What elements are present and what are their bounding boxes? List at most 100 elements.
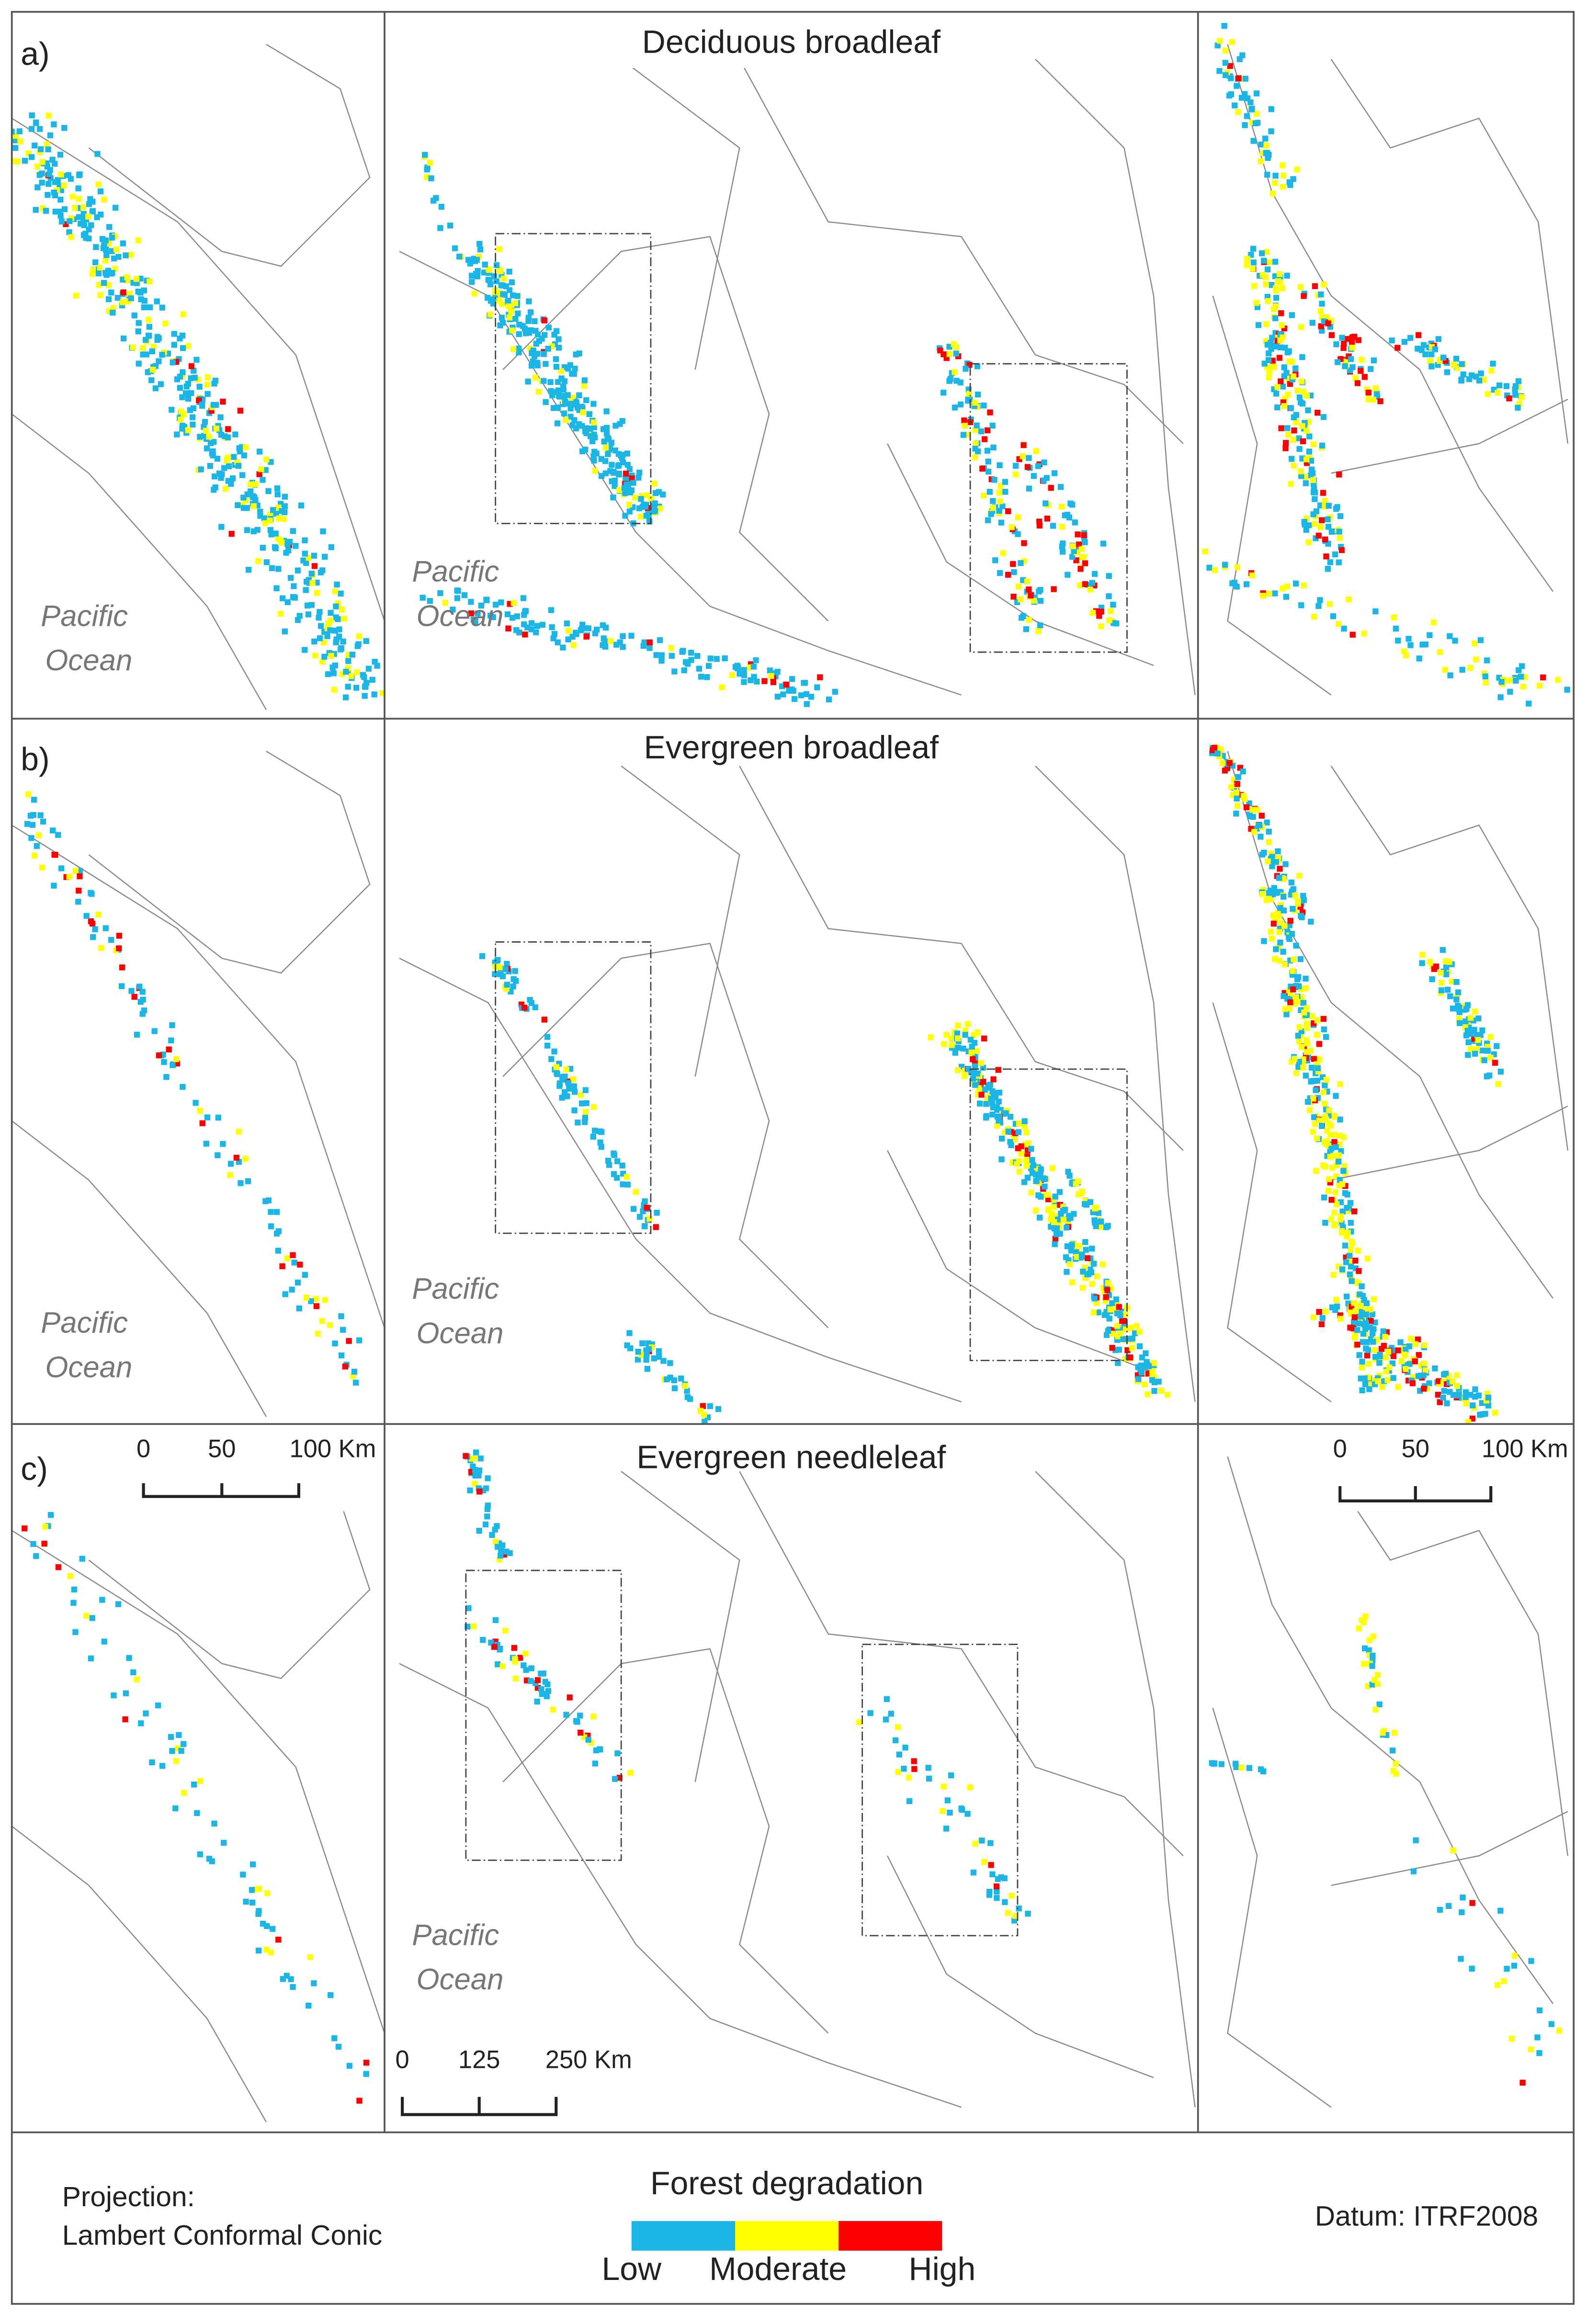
forest-pixel (169, 1022, 175, 1028)
border-line (739, 58, 1184, 444)
forest-pixel (504, 981, 510, 988)
forest-pixel (1473, 656, 1479, 663)
forest-pixel (1098, 1224, 1104, 1230)
forest-pixel (1291, 414, 1297, 420)
forest-pixel (962, 423, 968, 429)
forest-pixel (1428, 351, 1435, 358)
forest-pixel (482, 261, 488, 268)
forest-pixel (992, 557, 998, 564)
forest-pixel (128, 988, 135, 994)
forest-pixel (1258, 158, 1264, 164)
forest-pixel (1341, 1163, 1348, 1169)
forest-pixel (1284, 272, 1290, 279)
forest-pixel (1212, 567, 1218, 573)
forest-pixel (291, 583, 297, 589)
forest-pixel (1331, 1139, 1338, 1145)
forest-pixel (510, 976, 517, 982)
forest-pixel (489, 1532, 495, 1538)
forest-pixel (1289, 456, 1295, 462)
border-line (1035, 58, 1196, 695)
border-line (88, 750, 371, 974)
forest-pixel (622, 490, 628, 496)
forest-pixel (1269, 335, 1275, 341)
forest-pixel (349, 652, 356, 658)
forest-pixel (1065, 1169, 1071, 1175)
forest-pixel (521, 1662, 527, 1669)
forest-pixel (33, 120, 39, 126)
panel-label: c) (21, 1451, 48, 1487)
forest-pixel (495, 1544, 501, 1550)
forest-pixel (607, 468, 613, 474)
forest-pixel (1292, 1000, 1298, 1007)
forest-pixel (1325, 320, 1331, 327)
forest-pixel (1232, 1760, 1239, 1767)
forest-pixel (248, 481, 254, 488)
forest-pixel (928, 1034, 934, 1040)
forest-pixel (512, 1656, 518, 1662)
forest-pixel (338, 645, 345, 651)
forest-pixel (1276, 929, 1282, 935)
forest-pixel (307, 1954, 313, 1960)
forest-pixel (363, 2060, 370, 2066)
forest-pixel (1018, 560, 1024, 566)
forest-pixel (1023, 1129, 1030, 1136)
forest-pixel (1280, 585, 1286, 592)
forest-pixel (1320, 1089, 1327, 1095)
forest-pixel (551, 1049, 557, 1055)
forest-pixel (754, 678, 760, 685)
forest-pixel (1284, 583, 1291, 590)
forest-pixel (1459, 1909, 1465, 1916)
forest-pixel (1292, 892, 1298, 899)
forest-pixel (555, 639, 561, 645)
forest-pixel (994, 1888, 1000, 1895)
forest-pixel (189, 414, 196, 420)
forest-pixel (1372, 1347, 1378, 1354)
forest-pixel (92, 926, 98, 933)
forest-pixel (1015, 1129, 1021, 1135)
forest-pixel (250, 503, 257, 509)
forest-pixel (1292, 1056, 1298, 1062)
forest-pixel (946, 351, 953, 357)
forest-pixel (565, 636, 571, 643)
forest-pixel (334, 581, 340, 588)
forest-pixel (1511, 1963, 1518, 1969)
pixel-cluster (1410, 1837, 1563, 2086)
forest-pixel (1344, 336, 1350, 342)
forest-pixel (282, 503, 288, 509)
forest-pixel (1312, 489, 1318, 496)
forest-pixel (532, 374, 538, 381)
forest-pixel (319, 567, 326, 574)
forest-pixel (1246, 1765, 1253, 1771)
forest-pixel (971, 1032, 977, 1038)
forest-pixel (296, 1305, 302, 1311)
forest-pixel (1059, 503, 1065, 510)
forest-pixel (1107, 1306, 1114, 1313)
forest-pixel (379, 690, 385, 696)
forest-pixel (1379, 1384, 1385, 1390)
forest-pixel (1528, 1958, 1534, 1964)
forest-pixel (1286, 348, 1292, 354)
forest-pixel (1528, 2046, 1534, 2053)
forest-pixel (774, 693, 781, 700)
forest-pixel (1291, 463, 1297, 469)
forest-pixel (130, 1669, 136, 1676)
border-line (502, 943, 829, 1329)
forest-pixel (628, 487, 635, 494)
forest-pixel (1115, 1360, 1121, 1366)
forest-pixel (1497, 1069, 1504, 1075)
forest-pixel (1444, 1400, 1450, 1407)
forest-pixel (1070, 543, 1076, 550)
forest-pixel (1322, 1101, 1328, 1107)
forest-pixel (1312, 496, 1318, 502)
forest-pixel (217, 414, 224, 420)
forest-pixel (563, 1712, 569, 1718)
border-line (11, 1120, 267, 1417)
forest-pixel (342, 1363, 349, 1370)
forest-pixel (211, 473, 218, 480)
datum: Datum: ITRF2008 (1315, 2200, 1538, 2232)
forest-pixel (1463, 1400, 1469, 1407)
forest-pixel (1512, 383, 1519, 389)
forest-pixel (103, 252, 110, 258)
forest-pixel (1268, 128, 1274, 135)
forest-pixel (714, 656, 720, 662)
